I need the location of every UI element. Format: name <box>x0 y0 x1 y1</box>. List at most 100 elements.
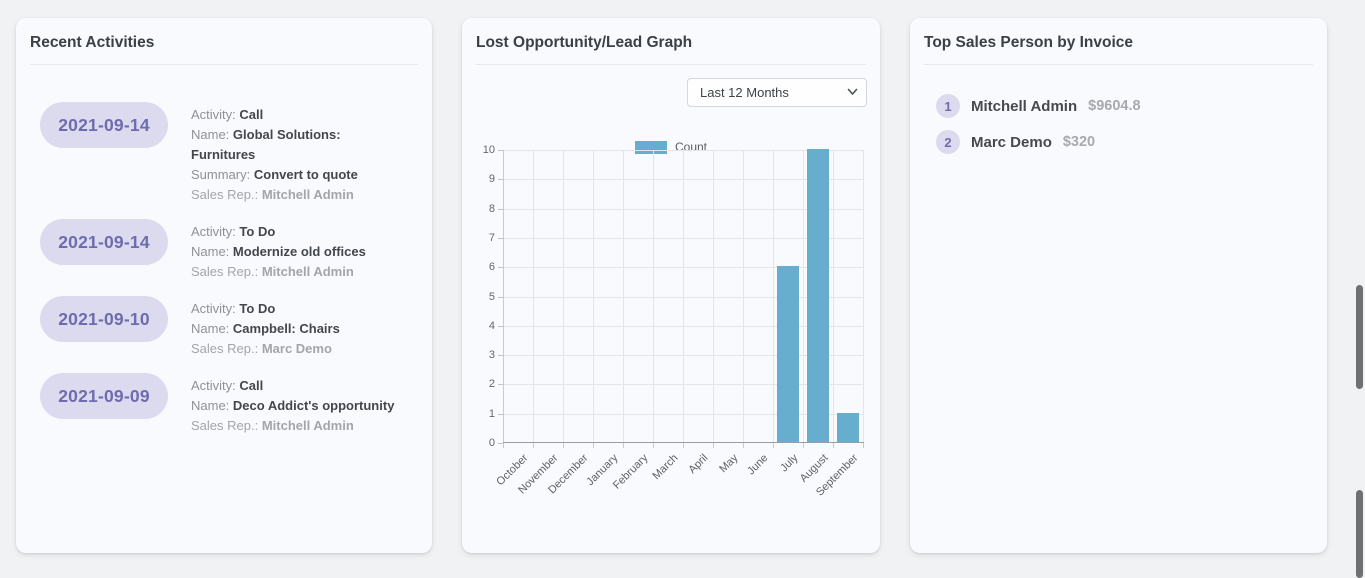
y-tick-mark <box>498 443 503 444</box>
scrollbar-thumb[interactable] <box>1356 285 1363 389</box>
field-value: To Do <box>239 301 276 316</box>
recent-activities-title: Recent Activities <box>30 34 155 51</box>
field-label: Activity: <box>191 107 236 122</box>
field-value: Marc Demo <box>261 341 332 356</box>
chart-bar-july[interactable] <box>777 266 799 442</box>
x-tick-mark <box>653 443 654 448</box>
v-gridline <box>773 150 774 443</box>
y-tick-mark <box>498 384 503 386</box>
x-tick-mark <box>593 443 594 448</box>
y-tick-label: 8 <box>488 202 495 215</box>
y-tick-mark <box>498 150 503 151</box>
y-tick-label: 1 <box>488 407 495 420</box>
chart-controls: Last 12 Months <box>476 78 867 107</box>
x-tick-label: June <box>745 452 771 478</box>
y-tick-mark <box>498 208 503 210</box>
activity-field: Name: Deco Addict's opportunity <box>191 396 403 416</box>
y-tick-label: 3 <box>488 349 495 362</box>
v-gridline <box>713 150 714 443</box>
x-tick-label: July <box>778 452 801 475</box>
x-tick-mark <box>563 443 564 448</box>
chart-bar-september[interactable] <box>837 412 859 442</box>
field-value: To Do <box>239 224 276 239</box>
activity-date-badge: 2021-09-14 <box>40 219 168 265</box>
x-tick-mark <box>743 443 744 448</box>
x-tick-mark <box>863 443 864 448</box>
v-gridline <box>743 150 744 443</box>
y-tick-label: 0 <box>488 437 495 449</box>
y-tick-mark <box>498 413 503 415</box>
v-gridline <box>653 150 654 443</box>
salesperson-name: Marc Demo <box>971 133 1052 151</box>
field-value: Mitchell Admin <box>261 264 354 279</box>
y-axis-line <box>503 150 504 443</box>
activity-item[interactable]: 2021-09-14 Activity: Call Name: Global Sol… <box>40 102 418 205</box>
activity-field: Sales Rep.: Mitchell Admin <box>191 416 403 436</box>
activity-item[interactable]: 2021-09-14 Activity: To Do Name: Modernize… <box>40 219 418 282</box>
v-gridline <box>833 150 834 443</box>
period-select[interactable]: Last 12 Months <box>687 78 867 107</box>
v-gridline <box>803 150 804 443</box>
field-label: Name: <box>191 321 230 336</box>
activity-field: Name: Modernize old offices <box>191 242 403 262</box>
scrollbar-thumb[interactable] <box>1356 490 1363 578</box>
field-value: Mitchell Admin <box>261 187 354 202</box>
top-sales-item[interactable]: 2 Marc Demo $320 <box>936 128 1313 156</box>
activity-item[interactable]: 2021-09-09 Activity: Call Name: Deco Addic… <box>40 373 418 436</box>
salesperson-name: Mitchell Admin <box>971 97 1078 115</box>
activity-details: Activity: Call Name: Global Solutions: Fu… <box>191 102 403 205</box>
activity-field: Sales Rep.: Mitchell Admin <box>191 262 403 282</box>
rank-badge: 1 <box>936 94 960 118</box>
activity-date-badge: 2021-09-10 <box>40 296 168 342</box>
x-tick-mark <box>533 443 534 448</box>
x-axis-line <box>503 442 864 443</box>
divider <box>30 64 418 65</box>
chart-area: 0 1 2 3 4 5 6 7 8 9 10 <box>476 145 880 449</box>
x-tick-mark <box>713 443 714 448</box>
x-tick-mark <box>833 443 834 448</box>
period-select-wrapper: Last 12 Months <box>687 78 867 107</box>
field-value: Deco Addict's opportunity <box>232 398 395 413</box>
field-label: Name: <box>191 244 230 259</box>
invoice-amount: $9604.8 <box>1088 98 1141 114</box>
top-sales-item[interactable]: 1 Mitchell Admin $9604.8 <box>936 92 1313 120</box>
field-label: Sales Rep.: <box>191 418 259 433</box>
v-gridline <box>683 150 684 443</box>
y-tick-mark <box>498 237 503 239</box>
activity-field: Summary: Convert to quote <box>191 165 403 185</box>
y-tick-label: 9 <box>488 173 495 186</box>
invoice-amount: $320 <box>1062 134 1096 150</box>
field-value: Convert to quote <box>253 167 358 182</box>
activities-list: 2021-09-14 Activity: Call Name: Global Sol… <box>40 102 418 436</box>
field-value: Modernize old offices <box>232 244 366 259</box>
activity-details: Activity: Call Name: Deco Addict's opport… <box>191 373 403 436</box>
v-gridline <box>623 150 624 443</box>
v-gridline <box>533 150 534 443</box>
y-tick-label: 10 <box>482 144 495 156</box>
x-axis-labels: October November December January February Ma… <box>494 443 880 523</box>
v-gridline <box>863 150 864 443</box>
chart-bar-august[interactable] <box>807 149 829 442</box>
field-label: Name: <box>191 127 230 142</box>
x-tick-mark <box>683 443 684 448</box>
field-label: Sales Rep.: <box>191 264 259 279</box>
field-value: Mitchell Admin <box>261 418 354 433</box>
activity-details: Activity: To Do Name: Modernize old offic… <box>191 219 403 282</box>
activity-field: Activity: Call <box>191 105 403 125</box>
chart-legend: Count <box>462 129 880 154</box>
y-tick-label: 2 <box>488 378 495 391</box>
v-gridline <box>563 150 564 443</box>
field-value: Global Solutions: Furnitures <box>191 127 341 162</box>
field-label: Name: <box>191 398 230 413</box>
y-tick-mark <box>498 296 503 298</box>
top-sales-list: 1 Mitchell Admin $9604.8 2 Marc Demo $320 <box>936 92 1313 156</box>
field-label: Summary: <box>191 167 251 182</box>
y-tick-mark <box>498 325 503 327</box>
x-tick-mark <box>623 443 624 448</box>
activity-field: Activity: To Do <box>191 299 403 319</box>
field-label: Activity: <box>191 224 236 239</box>
dashboard: Recent Activities 2021-09-14 Activity: Ca… <box>30 34 1313 523</box>
divider <box>924 64 1313 65</box>
top-sales-title: Top Sales Person by Invoice <box>924 34 1134 51</box>
activity-item[interactable]: 2021-09-10 Activity: To Do Name: Campbell:… <box>40 296 418 359</box>
